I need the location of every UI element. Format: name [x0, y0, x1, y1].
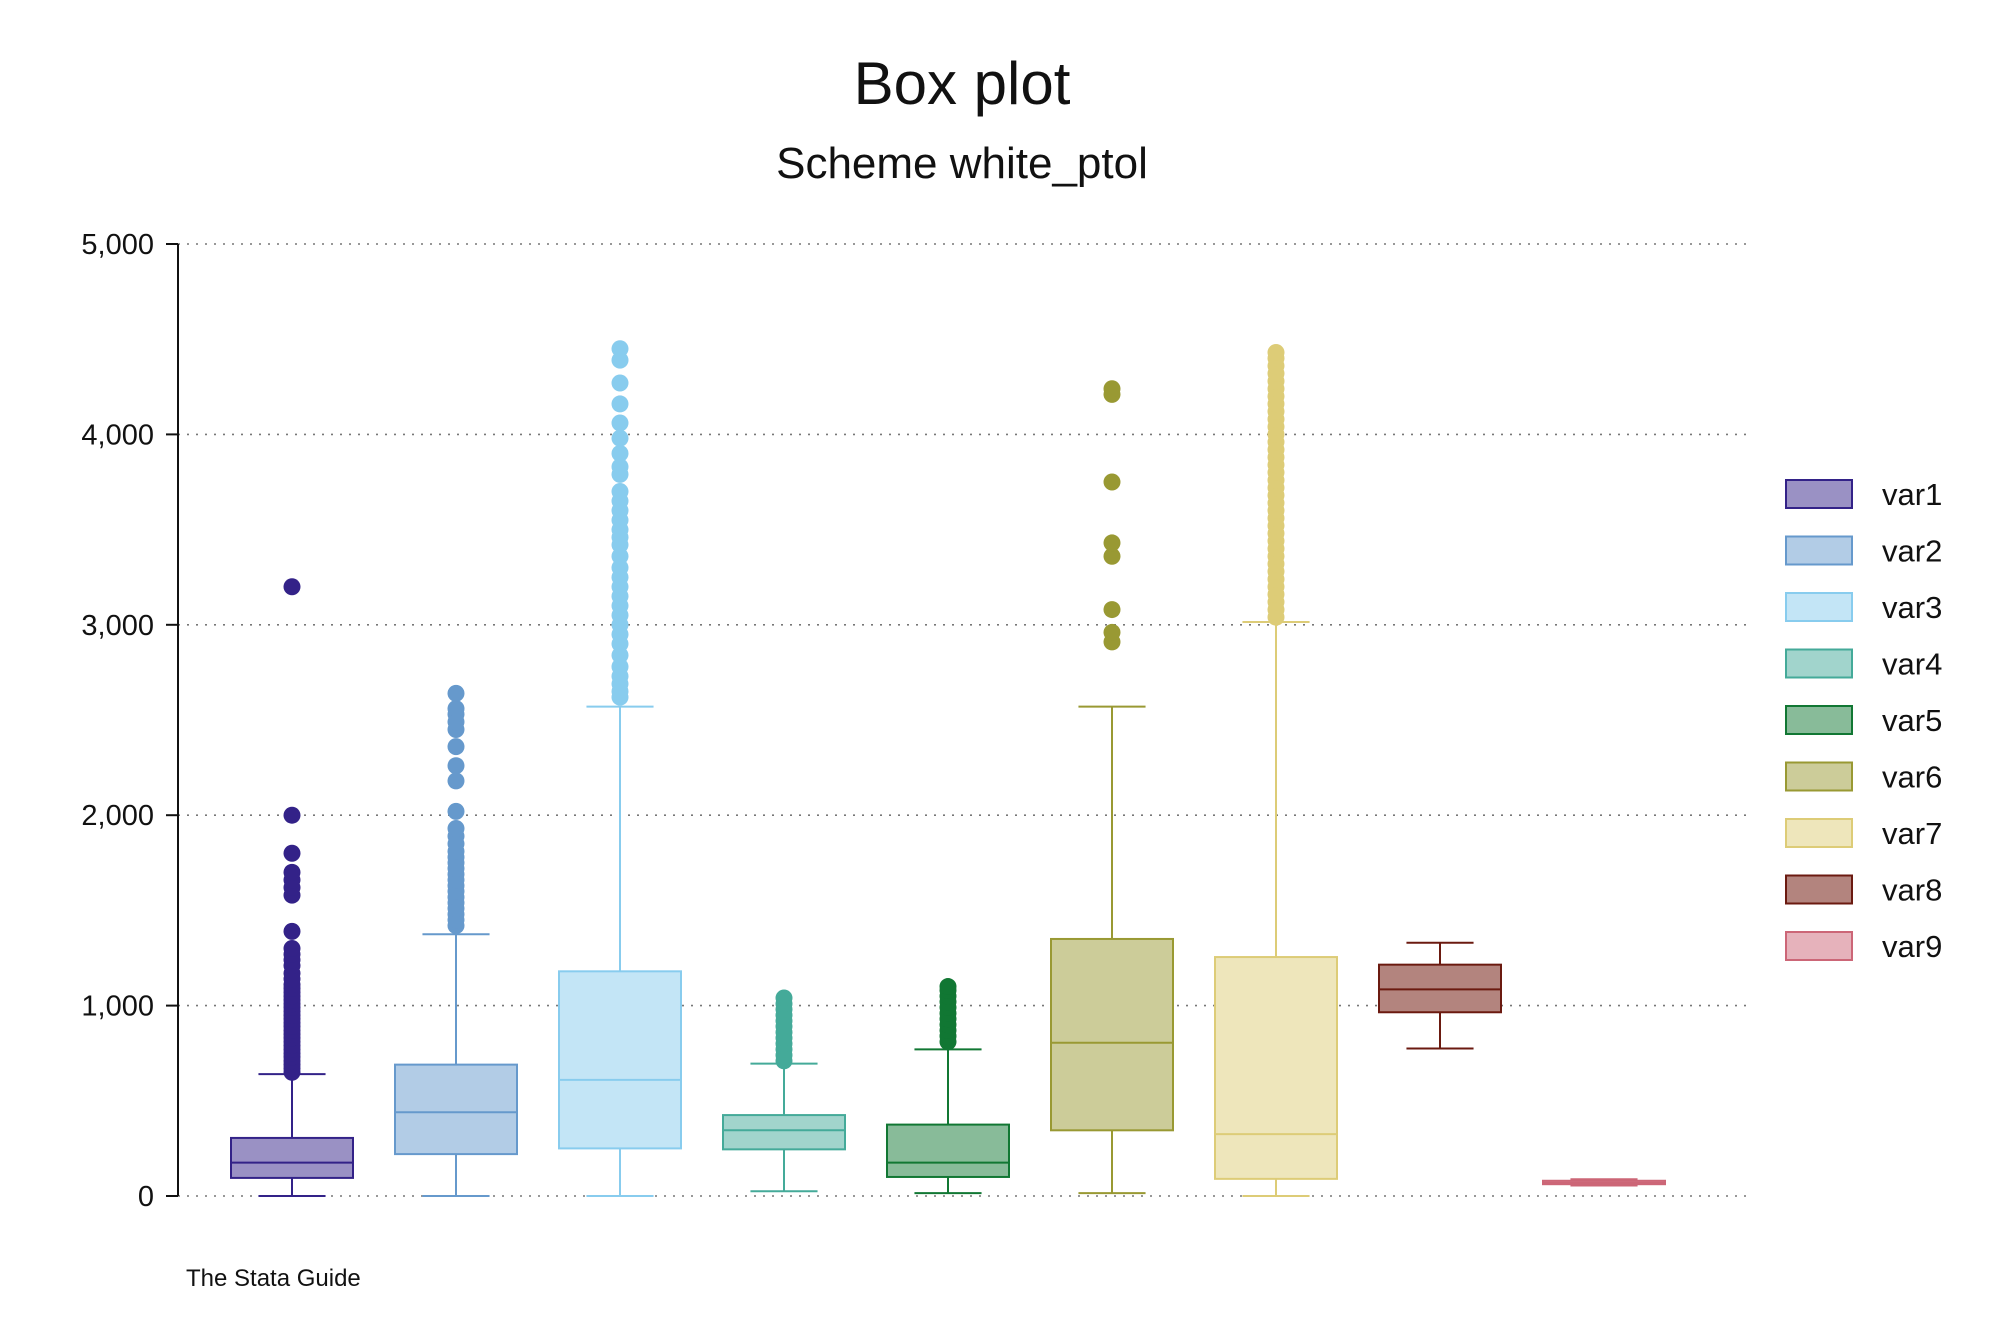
box-var8 [1378, 941, 1502, 1050]
box-iqr [558, 970, 682, 1150]
outlier-point [611, 483, 629, 501]
legend-item-var2: var2 [1785, 534, 1942, 569]
y-tick-label: 0 [138, 1181, 154, 1213]
legend-item-var6: var6 [1785, 760, 1942, 795]
legend-swatch [1785, 931, 1853, 961]
outlier-point [611, 340, 629, 358]
outlier-point [447, 684, 465, 702]
outlier-point [1103, 534, 1121, 552]
box-iqr [886, 1123, 1010, 1178]
box-var9 [1542, 1178, 1666, 1187]
legend-label: var7 [1882, 816, 1942, 851]
outlier-point [283, 578, 301, 596]
grid-lines [178, 243, 1750, 1197]
outlier-point [283, 939, 301, 957]
legend-swatch [1785, 761, 1853, 792]
legend-swatch [1785, 535, 1853, 566]
box-iqr [1214, 956, 1338, 1180]
y-tick-label: 2,000 [81, 800, 154, 832]
box-var6 [1050, 380, 1174, 1195]
legend-item-var5: var5 [1785, 703, 1942, 738]
box-iqr [722, 1114, 846, 1151]
legend-swatch [1785, 592, 1853, 622]
legend-label: var5 [1882, 703, 1942, 738]
outlier-point [611, 458, 629, 476]
y-tick-label: 5,000 [81, 229, 154, 261]
outlier-point [447, 772, 465, 790]
chart-note: The Stata Guide [186, 1265, 361, 1292]
box-series [230, 340, 1666, 1197]
legend-swatch [1785, 648, 1853, 679]
outlier-point [611, 429, 629, 447]
outlier-point [611, 414, 629, 432]
box-var5 [886, 978, 1010, 1195]
outlier-point [1103, 601, 1121, 619]
outlier-point [1103, 623, 1121, 641]
outlier-point [611, 374, 629, 392]
legend-swatch [1785, 874, 1853, 905]
outlier-point [1103, 473, 1121, 491]
legend-label: var6 [1882, 760, 1942, 795]
outlier-point [447, 820, 465, 838]
chart-title: Box plot [854, 50, 1071, 117]
legend: var1 var2 var3 var4 var5 var6 var7 var8 var9 [1785, 477, 1942, 964]
outlier-point [611, 395, 629, 413]
outlier-point [283, 922, 301, 940]
legend-label: var8 [1882, 873, 1942, 908]
outlier-point [775, 989, 793, 1007]
box-iqr [1050, 937, 1174, 1132]
outlier-point [1267, 344, 1285, 362]
y-tick-label: 3,000 [81, 610, 154, 642]
legend-label: var1 [1882, 477, 1942, 512]
box-var3 [558, 340, 682, 1197]
legend-item-var8: var8 [1785, 873, 1942, 908]
outlier-point [283, 863, 301, 881]
legend-label: var2 [1882, 534, 1942, 569]
legend-item-var7: var7 [1785, 816, 1942, 851]
box-iqr [230, 1136, 354, 1179]
box-iqr [394, 1063, 518, 1156]
box-var2 [394, 684, 518, 1197]
outlier-point [447, 700, 465, 718]
outlier-point [283, 806, 301, 824]
outlier-point [447, 757, 465, 775]
legend-item-var4: var4 [1785, 647, 1942, 682]
outlier-point [447, 738, 465, 756]
outlier-point [283, 844, 301, 862]
legend-label: var3 [1882, 590, 1942, 625]
outlier-point [1103, 547, 1121, 565]
box-var7 [1214, 344, 1338, 1197]
outlier-point [611, 444, 629, 462]
legend-item-var9: var9 [1785, 929, 1942, 964]
legend-swatch [1785, 818, 1853, 848]
box-var4 [722, 989, 846, 1193]
box-var1 [230, 578, 354, 1197]
outlier-point [447, 802, 465, 820]
legend-swatch [1785, 705, 1853, 735]
legend-item-var1: var1 [1785, 477, 1942, 512]
outlier-point [939, 978, 957, 996]
outlier-point [1103, 380, 1121, 398]
y-axis: 0 1,000 2,000 3,000 4,000 5,000 [81, 229, 179, 1213]
chart-subtitle: Scheme white_ptol [776, 139, 1148, 188]
legend-item-var3: var3 [1785, 590, 1942, 625]
y-tick-label: 4,000 [81, 419, 154, 451]
legend-label: var9 [1882, 929, 1942, 964]
legend-swatch [1785, 479, 1853, 509]
legend-label: var4 [1882, 647, 1942, 682]
y-tick-label: 1,000 [81, 991, 154, 1023]
